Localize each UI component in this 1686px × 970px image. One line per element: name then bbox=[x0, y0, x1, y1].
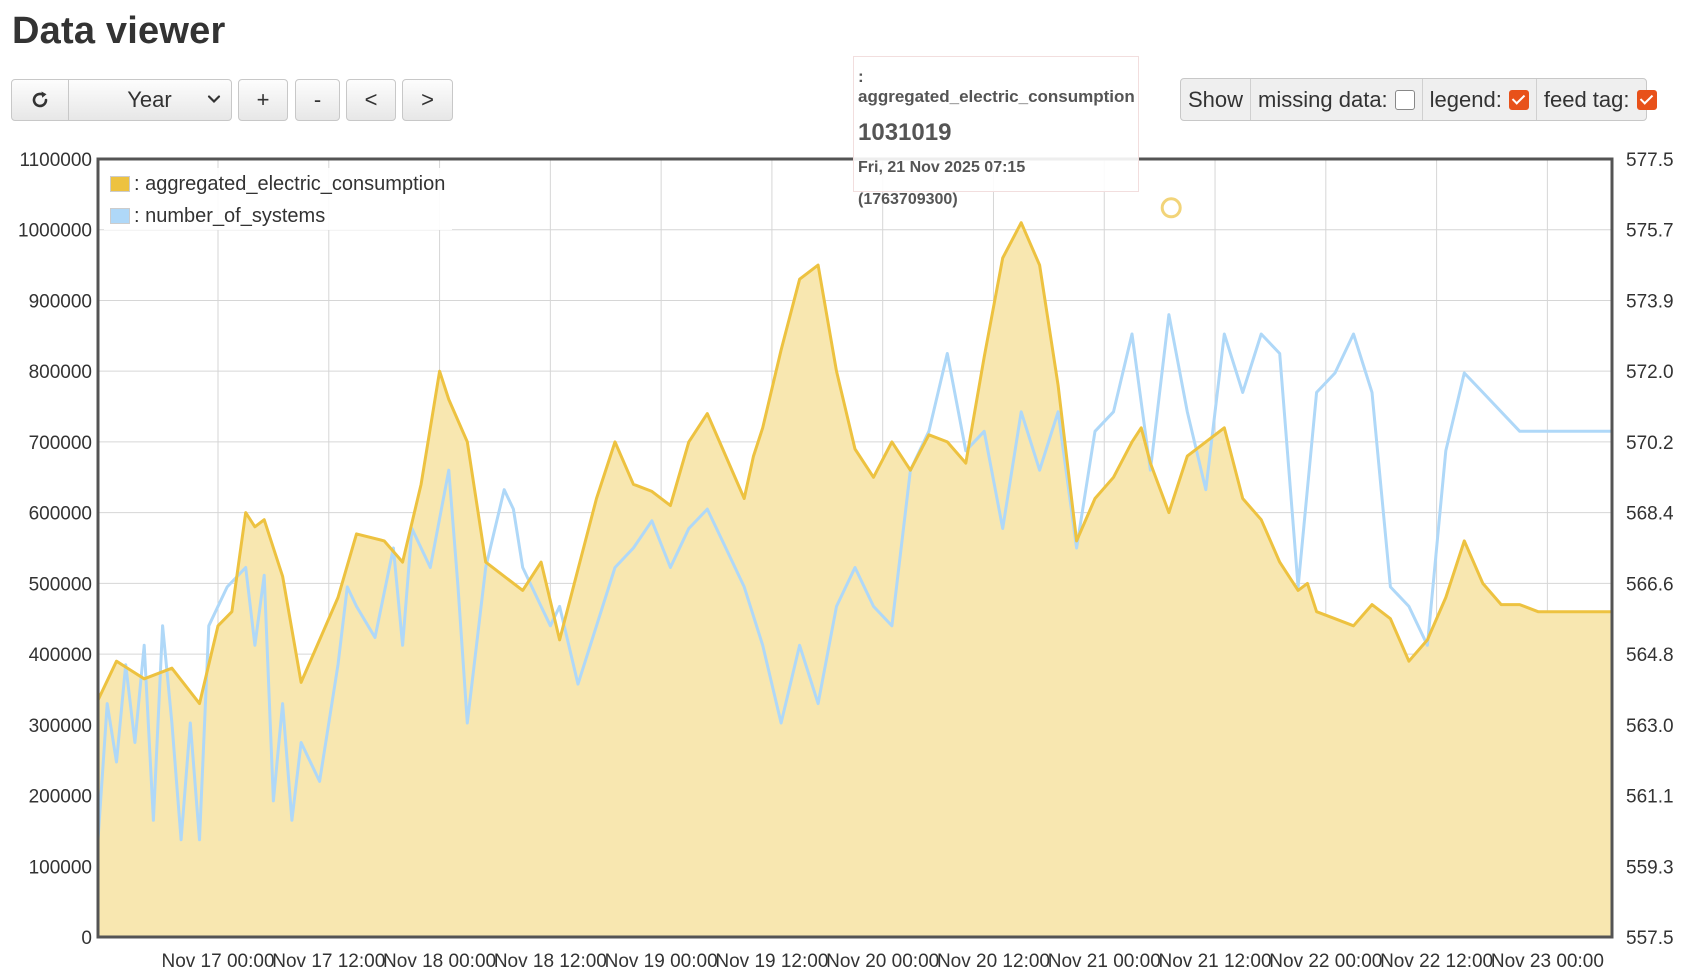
zoom-out-button[interactable]: - bbox=[295, 79, 340, 121]
x-tick-label: Nov 20 12:00 bbox=[937, 951, 1050, 970]
x-tick-label: Nov 17 12:00 bbox=[272, 951, 385, 970]
y-left-tick-label: 300000 bbox=[29, 716, 92, 737]
y-left-tick-label: 1000000 bbox=[18, 221, 92, 242]
tooltip-date: Fri, 21 Nov 2025 07:15 bbox=[858, 159, 1026, 176]
y-left-tick-label: 900000 bbox=[29, 291, 92, 312]
x-tick-label: Nov 18 12:00 bbox=[494, 951, 607, 970]
refresh-icon bbox=[32, 91, 48, 108]
legend-item-systems[interactable]: : number_of_systems bbox=[104, 200, 452, 232]
y-left-tick-label: 200000 bbox=[29, 787, 92, 808]
y-left-tick-label: 700000 bbox=[29, 433, 92, 454]
axis-ticks: 0 100000 200000 300000 400000 500000 600000 700… bbox=[18, 150, 1674, 970]
missing-data-option[interactable]: missing data: bbox=[1251, 79, 1423, 120]
feed-tag-checkbox[interactable] bbox=[1636, 89, 1657, 110]
x-tick-label: Nov 21 00:00 bbox=[1048, 951, 1161, 970]
show-options-bar: Show missing data: legend: feed tag: bbox=[1180, 78, 1657, 121]
legend-option[interactable]: legend: bbox=[1423, 79, 1537, 120]
tooltip-value: 1031019 bbox=[858, 119, 952, 146]
highlight-point bbox=[1160, 197, 1182, 219]
legend-checkbox[interactable] bbox=[1508, 89, 1529, 110]
y-left-tick-label: 0 bbox=[81, 928, 92, 949]
legend-swatch-consumption bbox=[110, 176, 130, 192]
previous-button[interactable]: < bbox=[346, 79, 396, 121]
y-right-tick-label: 572.0 bbox=[1626, 362, 1674, 383]
x-tick-label: Nov 18 00:00 bbox=[383, 951, 496, 970]
period-select[interactable]: Year bbox=[68, 80, 231, 120]
period-select-value: Year bbox=[127, 87, 172, 112]
chevron-down-icon bbox=[207, 95, 221, 104]
hover-tooltip: : aggregated_electric_consumption 103101… bbox=[853, 56, 1139, 208]
y-right-tick-label: 573.9 bbox=[1626, 291, 1674, 312]
y-left-tick-label: 600000 bbox=[29, 504, 92, 525]
y-right-tick-label: 575.7 bbox=[1626, 221, 1674, 242]
x-tick-label: Nov 21 12:00 bbox=[1159, 951, 1272, 970]
refresh-button[interactable] bbox=[12, 80, 69, 120]
consumption-area bbox=[98, 222, 1612, 937]
y-right-tick-label: 561.1 bbox=[1626, 787, 1674, 808]
show-label: Show bbox=[1181, 79, 1252, 120]
y-left-tick-label: 1100000 bbox=[19, 150, 92, 171]
legend-label: legend: bbox=[1429, 86, 1502, 112]
feed-tag-option[interactable]: feed tag: bbox=[1537, 79, 1664, 120]
legend-systems-text: : number_of_systems bbox=[134, 204, 326, 227]
x-tick-label: Nov 19 00:00 bbox=[605, 951, 718, 970]
page-title: Data viewer bbox=[12, 10, 226, 52]
y-right-tick-label: 566.6 bbox=[1626, 574, 1674, 595]
missing-data-label: missing data: bbox=[1258, 86, 1388, 112]
consumption-line bbox=[96, 221, 1612, 706]
y-left-tick-label: 500000 bbox=[29, 574, 92, 595]
y-right-tick-label: 577.5 bbox=[1626, 150, 1674, 171]
y-left-tick-label: 800000 bbox=[29, 362, 92, 383]
systems-line bbox=[96, 313, 1612, 842]
feed-tag-label: feed tag: bbox=[1543, 86, 1630, 112]
y-right-tick-label: 564.8 bbox=[1626, 645, 1674, 666]
x-tick-label: Nov 19 12:00 bbox=[715, 951, 828, 970]
legend-consumption-text: : aggregated_electric_consumption bbox=[134, 172, 446, 195]
y-right-tick-label: 563.0 bbox=[1626, 716, 1674, 737]
y-right-tick-label: 568.4 bbox=[1626, 504, 1674, 525]
missing-data-checkbox[interactable] bbox=[1394, 89, 1415, 110]
next-button[interactable]: > bbox=[402, 79, 453, 121]
legend-swatch-systems bbox=[110, 208, 130, 224]
y-right-tick-label: 557.5 bbox=[1626, 928, 1674, 949]
chart-legend: : aggregated_electric_consumption : numb… bbox=[104, 168, 452, 230]
x-tick-label: Nov 23 00:00 bbox=[1491, 951, 1604, 970]
x-tick-label: Nov 22 12:00 bbox=[1380, 951, 1493, 970]
legend-item-consumption[interactable]: : aggregated_electric_consumption bbox=[104, 168, 452, 200]
y-right-tick-label: 559.3 bbox=[1626, 857, 1674, 878]
y-left-tick-label: 400000 bbox=[29, 645, 92, 666]
period-button-group: Year bbox=[11, 79, 232, 121]
tooltip-series: : aggregated_electric_consumption bbox=[858, 67, 1135, 106]
y-right-tick-label: 570.2 bbox=[1626, 433, 1674, 454]
zoom-in-button[interactable]: + bbox=[238, 79, 288, 121]
y-left-tick-label: 100000 bbox=[29, 857, 92, 878]
x-tick-label: Nov 17 00:00 bbox=[161, 951, 274, 970]
x-tick-label: Nov 22 00:00 bbox=[1269, 951, 1382, 970]
x-tick-label: Nov 20 00:00 bbox=[826, 951, 939, 970]
tooltip-timestamp: (1763709300) bbox=[858, 191, 958, 208]
